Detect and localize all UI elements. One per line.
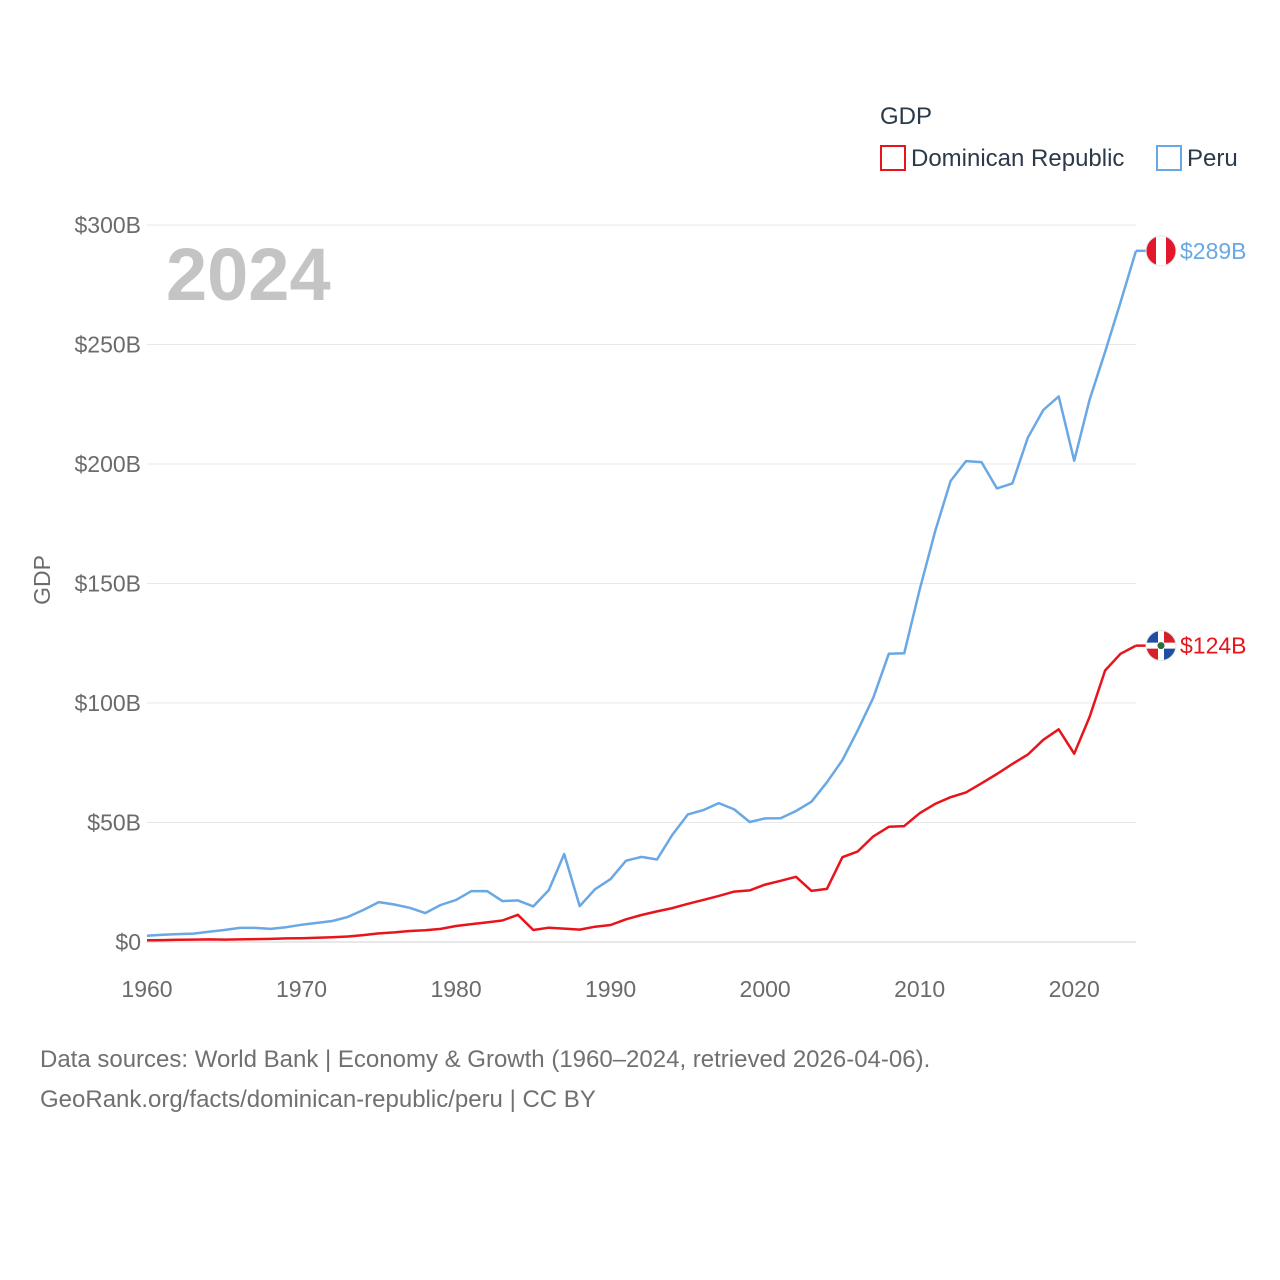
grid-lines [147, 224, 1136, 943]
end-labels: $124B $289B [1136, 235, 1247, 662]
dominican-republic-flag-icon [1145, 630, 1177, 662]
y-tick-label: $200B [74, 451, 141, 477]
y-tick-label: $0 [115, 929, 141, 955]
legend-swatch-dominican-republic[interactable] [880, 145, 906, 171]
x-tick-label: 2020 [1049, 976, 1100, 1002]
series-lines [146, 250, 1138, 942]
series-line-dominican-republic[interactable] [146, 644, 1137, 942]
series-line-peru[interactable] [146, 250, 1138, 938]
x-tick-label: 1980 [430, 976, 481, 1002]
x-tick-label: 1990 [585, 976, 636, 1002]
footer: Data sources: World Bank | Economy & Gro… [40, 1040, 1240, 1120]
end-label-peru: $289B [1180, 238, 1247, 264]
y-tick-label: $300B [74, 212, 141, 238]
x-tick-label: 2010 [894, 976, 945, 1002]
end-label-dominican-republic: $124B [1180, 633, 1247, 659]
y-tick-label: $100B [74, 690, 141, 716]
x-tick-label: 1960 [121, 976, 172, 1002]
x-tick-label: 1970 [276, 976, 327, 1002]
y-tick-label: $50B [87, 810, 141, 836]
year-stamp: 2024 [166, 233, 331, 316]
data-sources-text: Data sources: World Bank | Economy & Gro… [40, 1046, 931, 1073]
legend-label-peru[interactable]: Peru [1187, 145, 1238, 172]
y-tick-labels: $0 $50B $100B $150B $200B $250B $300B [74, 212, 141, 955]
x-tick-label: 2000 [740, 976, 791, 1002]
source-link[interactable]: GeoRank.org/facts/dominican-republic/per… [40, 1086, 596, 1113]
peru-flag-icon [1145, 235, 1177, 267]
y-tick-label: $150B [74, 571, 141, 597]
legend-label-dominican-republic[interactable]: Dominican Republic [911, 145, 1124, 172]
legend-swatch-peru[interactable] [1156, 145, 1182, 171]
legend: GDP Dominican Republic Peru [880, 103, 1238, 172]
y-tick-label: $250B [74, 332, 141, 358]
y-axis-title: GDP [29, 555, 55, 605]
legend-title: GDP [880, 103, 932, 130]
x-tick-labels: 1960 1970 1980 1990 2000 2010 2020 [121, 976, 1099, 1002]
